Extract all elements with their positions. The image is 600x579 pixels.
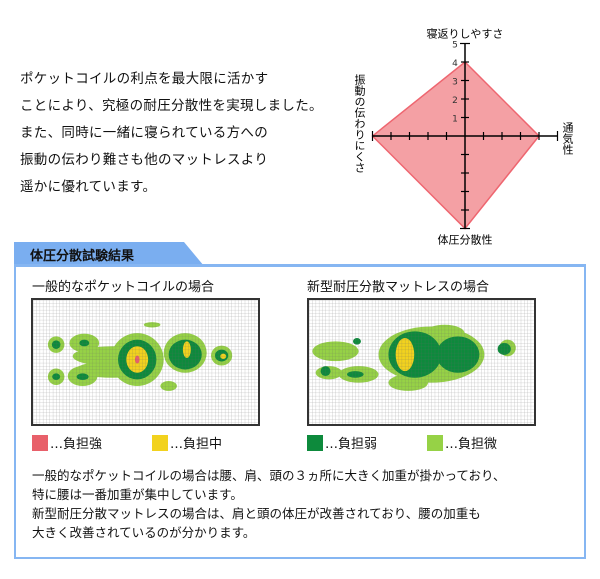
radar-axis-label-top: 寝返りしやすさ (427, 27, 504, 41)
intro-text: ポケットコイルの利点を最大限に活かす ことにより、究極の耐圧分散性を実現しました… (20, 66, 323, 201)
legend-swatch (427, 434, 443, 451)
desc-line: 大きく改善されているのが分かります。 (32, 525, 256, 540)
desc-line: 一般的なポケットコイルの場合は腰、肩、頭の３ヵ所に大きく加重が掛かっており、 (32, 468, 506, 483)
grid (33, 300, 258, 424)
legend-medium: …負担中 (152, 433, 222, 452)
intro-line: 振動の伝わり難さも他のマットレスより (20, 152, 269, 168)
radar-axis-label-bottom: 体圧分散性 (438, 233, 493, 247)
radar-axis-label-right: 通気性 (561, 122, 574, 156)
legend-weak: …負担弱 (307, 433, 377, 452)
legend-label: …負担弱 (325, 437, 378, 452)
pressure-map-new (307, 298, 536, 426)
radar-tick-label: 3 (452, 78, 458, 88)
radar-tick-label: 1 (452, 115, 458, 125)
results-panel (14, 264, 586, 559)
left-caption: 一般的なポケットコイルの場合 (32, 280, 215, 295)
results-title: 体圧分散試験結果 (30, 249, 135, 264)
intro-line: ポケットコイルの利点を最大限に活かす (20, 71, 269, 87)
legend-swatch (307, 434, 323, 451)
legend-label: …負担微 (445, 437, 498, 452)
radar-tick-label: 5 (452, 41, 458, 51)
legend-label: …負担強 (50, 437, 103, 452)
intro-line: 遥かに優れています。 (20, 179, 157, 195)
right-caption: 新型耐圧分散マットレスの場合 (307, 280, 490, 295)
results-tab: 体圧分散試験結果 (14, 242, 204, 266)
intro-line: また、同時に一緒に寝られている方への (20, 125, 268, 141)
legend-label: …負担中 (170, 437, 223, 452)
legend-swatch (32, 434, 48, 451)
results-description: 一般的なポケットコイルの場合は腰、肩、頭の３ヵ所に大きく加重が掛かっており、 特… (32, 466, 506, 542)
legend-swatch (152, 434, 168, 451)
legend-slight: …負担微 (427, 433, 497, 452)
grid (309, 300, 534, 424)
radar-tick-label: 4 (452, 59, 458, 69)
desc-line: 特に腰は一番加重が集中しています。 (32, 487, 243, 502)
intro-line: ことにより、究極の耐圧分散性を実現しました。 (20, 98, 323, 114)
pressure-map-standard (31, 298, 260, 426)
radar-axis-label-left: 振動の伝わりにくさ (353, 73, 366, 173)
desc-line: 新型耐圧分散マットレスの場合は、肩と頭の体圧が改善されており、腰の加重も (32, 506, 481, 521)
legend-strong: …負担強 (32, 433, 102, 452)
radar-tick-label: 2 (452, 96, 458, 106)
